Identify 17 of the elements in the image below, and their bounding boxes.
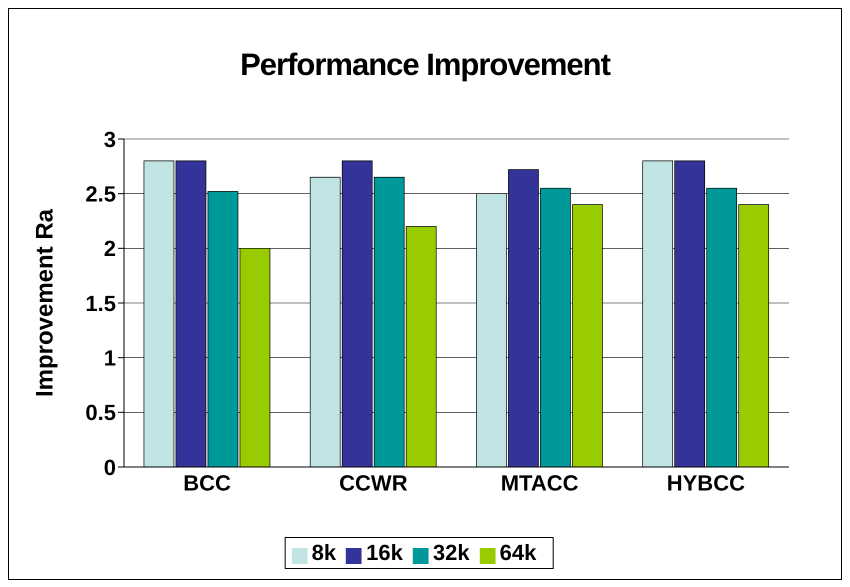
y-tick-label: 0.5 bbox=[85, 400, 116, 426]
x-tick-label: HYBCC bbox=[666, 470, 746, 496]
y-tick-label: 0 bbox=[104, 454, 116, 480]
x-tick-label: MTACC bbox=[500, 470, 579, 496]
x-tick-label: CCWR bbox=[339, 470, 408, 496]
y-tick-label: 1.5 bbox=[85, 290, 116, 316]
y-axis-title: Improvement Ra bbox=[32, 208, 59, 398]
chart-title: Performance Improvement bbox=[239, 47, 612, 83]
y-tick-label: 2.5 bbox=[85, 181, 116, 206]
legend-label: 32k bbox=[432, 540, 470, 565]
y-tick-label: 2 bbox=[104, 236, 116, 262]
legend-label: 8k bbox=[312, 540, 336, 565]
legend-label: 64k bbox=[500, 540, 536, 565]
y-tick-label: 1 bbox=[104, 345, 116, 370]
y-tick-label: 3 bbox=[104, 126, 116, 152]
legend-label: 16k bbox=[366, 540, 403, 565]
x-tick-label: BCC bbox=[183, 470, 232, 496]
